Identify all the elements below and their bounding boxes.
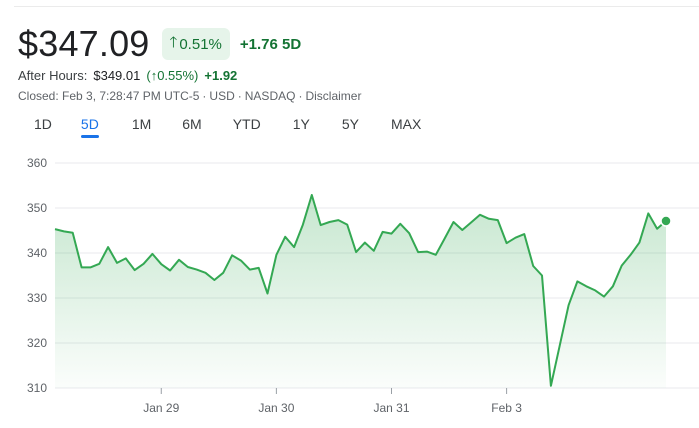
separator: ·	[298, 89, 303, 103]
separator: ·	[202, 89, 207, 103]
x-tick-label: Jan 30	[258, 401, 294, 415]
after-hours-row: After Hours: $349.01 (↑0.55%) +1.92	[18, 68, 237, 83]
price-line	[54, 194, 667, 387]
after-hours-change: +1.92	[204, 68, 238, 83]
exchange: NASDAQ	[244, 89, 296, 103]
closed-time: Closed: Feb 3, 7:28:47 PM UTC-5	[18, 89, 200, 103]
price-chart[interactable]: 310 320 330 340 350 360 Jan 29 Jan 30 Jan 31 Feb…	[0, 150, 699, 428]
x-tick-label: Jan 29	[143, 401, 179, 415]
tab-6m[interactable]: 6M	[182, 116, 202, 132]
currency: USD	[209, 89, 235, 103]
change-percent-badge: 🡑 0.51%	[161, 28, 230, 60]
price-area	[55, 195, 666, 388]
tab-5d[interactable]: 5D	[80, 116, 99, 138]
y-tick-label: 360	[27, 156, 47, 170]
separator: ·	[237, 89, 242, 103]
tab-5y[interactable]: 5Y	[341, 116, 359, 132]
market-status: Closed: Feb 3, 7:28:47 PM UTC-5 · USD · NASD…	[18, 89, 361, 103]
after-hours-change-percent: (↑0.55%)	[146, 68, 199, 83]
after-hours-label: After Hours:	[18, 68, 88, 83]
y-tick-label: 340	[27, 246, 47, 260]
quote-header: $347.09 🡑 0.51% +1.76 5D	[18, 24, 301, 64]
tab-1m[interactable]: 1M	[131, 116, 152, 132]
disclaimer-link[interactable]: Disclaimer	[305, 89, 362, 103]
current-price: $347.09	[18, 23, 150, 64]
last-price-marker	[660, 215, 672, 227]
arrow-up-icon: 🡑	[169, 33, 178, 51]
after-hours-price: $349.01	[93, 68, 141, 83]
y-tick-label: 350	[27, 201, 47, 215]
tab-ytd[interactable]: YTD	[232, 116, 261, 132]
tab-1y[interactable]: 1Y	[292, 116, 310, 132]
y-tick-label: 320	[27, 336, 47, 350]
tab-1d[interactable]: 1D	[34, 116, 52, 132]
range-tabs: 1D 5D 1M 6M YTD 1Y 5Y MAX	[18, 116, 421, 138]
y-tick-label: 330	[27, 291, 47, 305]
x-tick-label: Feb 3	[491, 401, 522, 415]
change-percent: 0.51%	[179, 35, 222, 53]
top-divider	[14, 6, 699, 7]
change-period: +1.76 5D	[239, 35, 302, 53]
y-tick-label: 310	[27, 381, 47, 395]
tab-max[interactable]: MAX	[390, 116, 422, 132]
x-tick-label: Jan 31	[373, 401, 409, 415]
